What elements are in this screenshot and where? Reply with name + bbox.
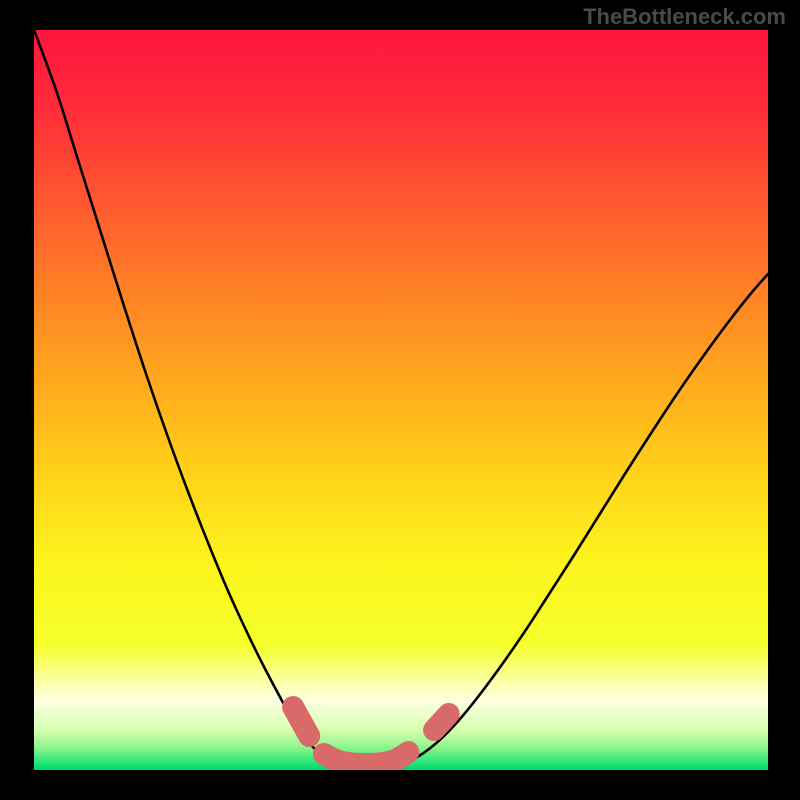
- gradient-background: [34, 30, 768, 770]
- accent-right-rise: [434, 714, 449, 730]
- accent-left-drop: [293, 707, 309, 736]
- accent-valley: [324, 752, 408, 764]
- chart-container: TheBottleneck.com: [0, 0, 800, 800]
- plot-area: [34, 30, 768, 770]
- watermark-text: TheBottleneck.com: [583, 4, 786, 30]
- plot-svg: [34, 30, 768, 770]
